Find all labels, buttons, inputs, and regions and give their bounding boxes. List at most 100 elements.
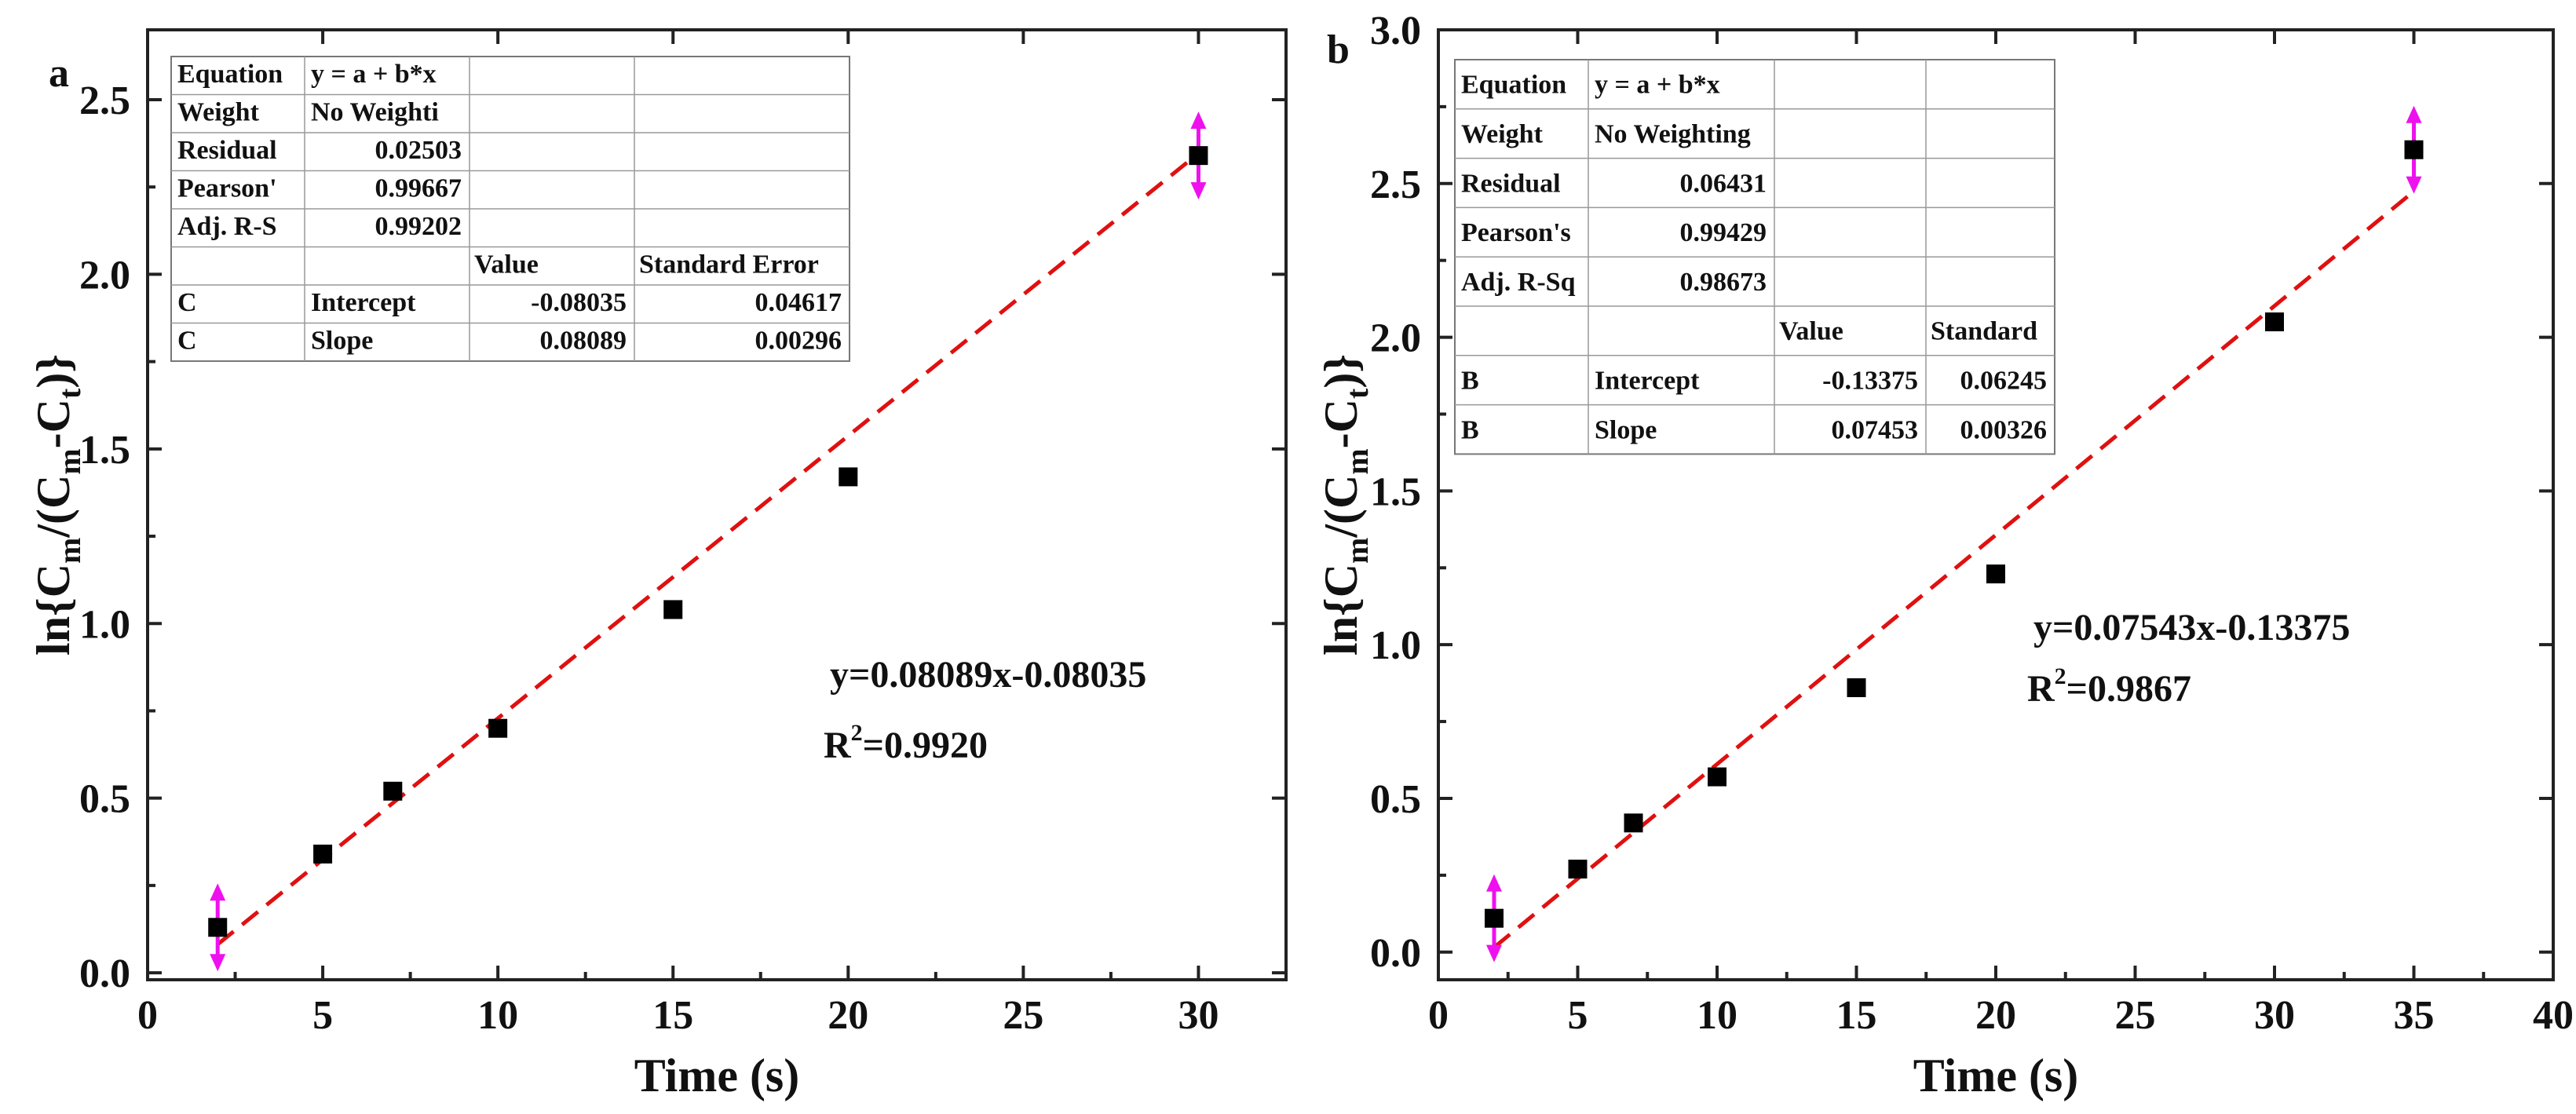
x-axis-title: Time (s) xyxy=(1913,1050,2079,1101)
table-cell: Equation xyxy=(177,60,283,89)
table-cell: 0.08089 xyxy=(540,326,627,355)
x-tick-label: 25 xyxy=(2115,993,2156,1038)
x-tick-label: 30 xyxy=(1178,993,1219,1038)
x-tick-label: 35 xyxy=(2394,993,2435,1038)
x-tick-label: 0 xyxy=(137,993,158,1038)
x-tick-label: 40 xyxy=(2533,993,2574,1038)
table-cell: 0.98673 xyxy=(1680,268,1767,297)
data-point xyxy=(1485,908,1504,928)
table-cell: 0.00296 xyxy=(755,326,842,355)
stats-table: Equation y = a + b*x Weight No Weighti Resid… xyxy=(170,56,850,362)
r-squared: R2=0.9867 xyxy=(2027,663,2191,710)
x-tick-label: 25 xyxy=(1003,993,1043,1038)
table-cell: y = a + b*x xyxy=(1595,71,1720,100)
table-cell: -0.13375 xyxy=(1822,367,1918,396)
data-point xyxy=(1847,678,1866,697)
y-tick-label: 0.5 xyxy=(1370,777,1421,822)
x-tick-label: 15 xyxy=(1836,993,1877,1038)
x-tick-label: 15 xyxy=(652,993,693,1038)
y-tick-label: 1.0 xyxy=(1370,623,1421,668)
table-cell: Intercept xyxy=(311,288,416,317)
panel-label: a xyxy=(49,51,69,96)
y-tick-label: 1.5 xyxy=(1370,469,1421,514)
fit-equation: y=0.08089x-0.08035 xyxy=(830,654,1146,696)
data-point xyxy=(313,844,333,864)
r-squared: R2=0.9920 xyxy=(824,720,988,766)
table-cell: B xyxy=(1461,415,1479,444)
table-cell: Pearson' xyxy=(177,173,277,203)
data-point xyxy=(663,600,683,619)
x-tick-label: 30 xyxy=(2254,993,2295,1038)
table-cell: 0.02503 xyxy=(375,136,462,165)
table-cell: 0.99667 xyxy=(375,173,462,203)
y-tick-label: 1.5 xyxy=(79,428,130,473)
table-cell: Weight xyxy=(1461,120,1544,149)
table-cell: Slope xyxy=(311,326,373,355)
x-tick-label: 10 xyxy=(1697,993,1737,1038)
x-tick-label: 10 xyxy=(477,993,518,1038)
table-cell: 0.99202 xyxy=(375,212,462,241)
data-point xyxy=(2265,312,2284,332)
table-cell: Pearson's xyxy=(1461,218,1571,247)
fit-line xyxy=(216,152,1200,946)
table-cell: Value xyxy=(1779,317,1843,346)
table-cell: 0.06431 xyxy=(1680,169,1767,198)
table-cell: B xyxy=(1461,367,1479,396)
y-tick-label: 1.0 xyxy=(79,602,130,647)
data-point xyxy=(1986,564,2005,584)
y-tick-label: 2.0 xyxy=(79,253,130,298)
y-tick-label: 0.0 xyxy=(79,951,130,996)
data-point xyxy=(1624,813,1643,833)
chart-panel-a: 0 5 10 15 20 25 30 0.0 0.5 1.0 1.5 2.0 2.5a Time (s) l… xyxy=(27,28,1288,1101)
table-cell: 0.99429 xyxy=(1680,218,1767,247)
y-tick-label: 2.0 xyxy=(1370,316,1421,361)
fit-equation: y=0.07543x-0.13375 xyxy=(2033,607,2350,648)
table-cell: Residual xyxy=(1461,169,1561,198)
y-axis-title: ln{Cm/(Cm-Ct)} xyxy=(27,354,87,656)
data-point xyxy=(839,467,858,487)
data-point xyxy=(383,781,403,801)
data-point xyxy=(1189,146,1208,166)
data-point xyxy=(1568,860,1588,879)
table-cell: Adj. R-S xyxy=(177,212,277,241)
table-cell: C xyxy=(177,288,197,317)
data-point xyxy=(1708,767,1726,787)
fit-line xyxy=(1493,189,2416,949)
data-point xyxy=(488,718,508,738)
data-point xyxy=(208,918,228,937)
table-cell: Intercept xyxy=(1595,367,1700,396)
x-tick-label: 20 xyxy=(828,993,868,1038)
table-cell: 0.07453 xyxy=(1832,415,1919,444)
data-point xyxy=(2404,140,2424,159)
y-tick-label: 0.5 xyxy=(79,777,130,822)
table-cell: Standard xyxy=(1931,317,2037,346)
table-cell: Slope xyxy=(1595,415,1657,444)
table-cell: 0.00326 xyxy=(1960,415,2048,444)
table-cell: Equation xyxy=(1461,71,1566,100)
table-cell: Weight xyxy=(177,97,260,126)
x-tick-label: 5 xyxy=(1568,993,1588,1038)
table-cell: C xyxy=(177,326,197,355)
y-tick-label: 0.0 xyxy=(1370,931,1421,976)
y-tick-label: 2.5 xyxy=(79,79,130,123)
y-axis-title: ln{Cm/(Cm-Ct)} xyxy=(1315,354,1375,656)
table-cell: y = a + b*x xyxy=(311,60,437,89)
x-tick-label: 20 xyxy=(1975,993,2016,1038)
chart-panel-b: 0 5 10 15 20 25 30 35 40 0.0 0.5 1.0 1.5 2.0 2.5 3.0 b Ti… xyxy=(1315,9,2574,1101)
table-cell: -0.08035 xyxy=(531,288,627,317)
table-cell: No Weighti xyxy=(311,97,439,126)
y-tick-label: 3.0 xyxy=(1370,9,1421,53)
table-cell: Adj. R-Sq xyxy=(1461,268,1576,297)
x-axis-title: Time (s) xyxy=(634,1050,800,1101)
table-cell: No Weighting xyxy=(1595,120,1751,149)
table-cell: 0.06245 xyxy=(1960,367,2048,396)
x-tick-label: 0 xyxy=(1428,993,1449,1038)
panel-label: b xyxy=(1327,27,1350,72)
table-cell: 0.04617 xyxy=(755,288,842,317)
table-cell: Standard Error xyxy=(639,250,819,279)
table-cell: Value xyxy=(474,250,539,279)
y-tick-label: 2.5 xyxy=(1370,163,1421,207)
plot-frame xyxy=(146,28,1288,981)
stats-table: Equation y = a + b*x Weight No Weighting Res… xyxy=(1454,59,2055,455)
